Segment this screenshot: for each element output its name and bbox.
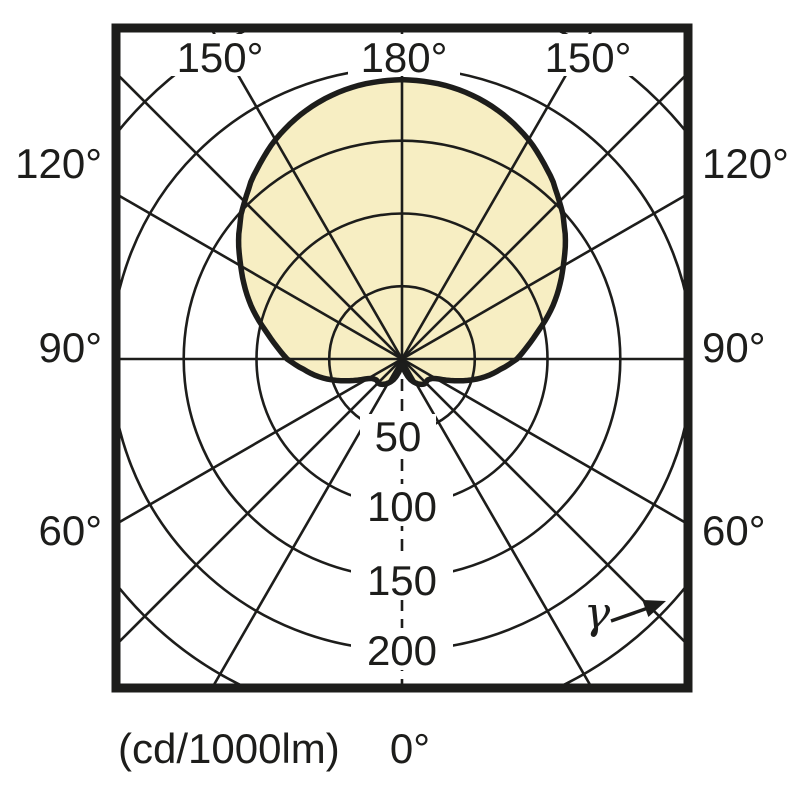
radial-tick-150: 150 [367, 557, 437, 604]
bottom-caption: (cd/1000lm) 0° [118, 725, 430, 772]
angle-grid-line-150-right [400, 28, 595, 360]
angle-grid-line-60-left [116, 357, 403, 526]
angle-grid-line-120-left [116, 192, 403, 361]
gamma-arrow-shaft [610, 606, 649, 623]
angle-label-90-right: 90° [702, 324, 766, 371]
angle-grid-line-30-right [400, 358, 594, 688]
angle-grid-line-30-left [210, 358, 404, 688]
angle-grid-line-45-left [116, 358, 403, 646]
angle-grid-line-135-right [401, 72, 688, 360]
radial-tick-50: 50 [375, 413, 422, 460]
gamma-symbol: γ [584, 588, 611, 639]
tick-label-patch [351, 484, 453, 526]
tick-label-patch [351, 558, 453, 600]
tick-label-patch [360, 414, 436, 456]
angle-label-150-right: 150° [545, 34, 632, 81]
angle-label-150-left: 150° [177, 34, 264, 81]
radial-tick-200: 200 [367, 627, 437, 674]
top-angle-labels: 150° 180° 150° [168, 34, 640, 81]
polar-grid [116, 28, 688, 688]
gamma-axis-indicator: γ [584, 588, 666, 639]
unit-label: (cd/1000lm) [118, 725, 340, 772]
angle-label-180: 180° [361, 34, 448, 81]
angle-label-120-left: 120° [15, 140, 102, 187]
angle-label-0: 0° [390, 725, 430, 772]
gamma-arrow-head [642, 600, 666, 617]
angle-grid-line-60-right [401, 357, 688, 526]
plot-box-border [111, 23, 693, 693]
beam-outline [235, 76, 569, 388]
angle-grid-line-120-right [401, 192, 688, 361]
radial-tick-labels: 50 100 150 200 [351, 413, 453, 674]
angle-grid-line-150-left [209, 28, 404, 360]
tick-label-patch [351, 628, 453, 670]
radial-tick-100: 100 [367, 483, 437, 530]
angle-label-patch [168, 34, 272, 76]
angle-label-patch [348, 34, 460, 76]
angle-label-60-left: 60° [38, 507, 102, 554]
side-angle-labels: 120° 90° 60° 120° 90° 60° [15, 140, 789, 554]
angle-grid-line-135-left [116, 72, 403, 360]
angle-grid-line-45-right [401, 358, 688, 646]
angle-label-60-right: 60° [702, 507, 766, 554]
angle-label-120-right: 120° [702, 140, 789, 187]
angle-label-patch [536, 34, 640, 76]
angle-label-90-left: 90° [38, 324, 102, 371]
